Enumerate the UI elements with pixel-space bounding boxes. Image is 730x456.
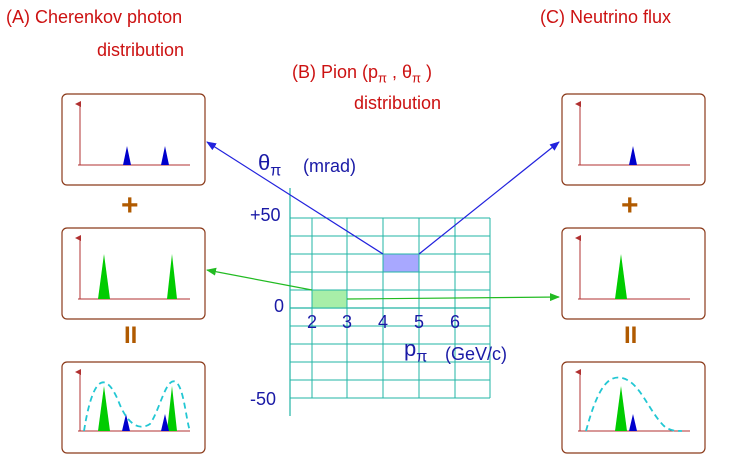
- panel-c2: [561, 227, 706, 320]
- title-b-line2: distribution: [354, 93, 442, 113]
- p-axis-label: pπ: [404, 336, 428, 366]
- equals-operator-right: II: [624, 322, 638, 349]
- equals-operator-left: II: [124, 322, 138, 349]
- x-tick-2: 2: [307, 312, 318, 332]
- p-axis-unit: (GeV/c): [445, 344, 508, 364]
- title-b-line1: (B) Pion (pπ , θπ ): [292, 62, 433, 86]
- peak-green: [615, 386, 627, 431]
- peak-green: [615, 254, 627, 299]
- pion-cell-green: [311, 289, 348, 309]
- x-tick-5: 5: [414, 312, 425, 332]
- x-tick-6: 6: [450, 312, 461, 332]
- panel-c3: [561, 361, 706, 454]
- title-b-sub-pi-2: π: [412, 70, 422, 86]
- theta-axis-label: θπ: [258, 150, 282, 180]
- title-a-line2: distribution: [97, 40, 185, 60]
- title-c: (C) Neutrino flux: [540, 7, 672, 27]
- peak-blue: [629, 414, 637, 431]
- peak-green: [98, 254, 110, 299]
- arrow-blue-left: [206, 141, 384, 255]
- peak-green: [167, 386, 177, 431]
- title-b-close: ): [426, 62, 433, 82]
- title-b-sub-pi: π: [378, 70, 388, 86]
- plus-operator-left: +: [121, 189, 139, 222]
- x-tick-4: 4: [378, 312, 389, 332]
- peak-blue: [122, 414, 130, 431]
- dashed-envelope: [585, 376, 683, 432]
- y-tick-zero: 0: [274, 296, 285, 316]
- panel-c1: [561, 93, 706, 186]
- x-tick-3: 3: [342, 312, 353, 332]
- arrow-blue-right: [418, 141, 560, 255]
- peak-green: [98, 386, 110, 431]
- peak-green: [167, 254, 177, 299]
- y-tick-plus50: +50: [250, 205, 281, 225]
- panel-a3: [61, 361, 206, 454]
- peak-blue: [629, 146, 637, 165]
- y-tick-minus50: -50: [250, 389, 277, 409]
- panel-a2: [61, 227, 206, 320]
- dashed-envelope: [83, 380, 191, 432]
- peak-blue: [161, 414, 169, 431]
- panel-a1: [61, 93, 206, 186]
- peak-blue: [161, 146, 169, 165]
- title-b-theta: θ: [402, 62, 413, 82]
- arrow-green-left: [206, 267, 313, 291]
- plus-operator-right: +: [621, 189, 639, 222]
- theta-axis-sub-pi: π: [270, 162, 282, 180]
- title-a-line1: (A) Cherenkov photon: [6, 7, 183, 27]
- arrow-green-right: [346, 293, 560, 302]
- pion-cell-blue: [382, 253, 420, 273]
- theta-axis-unit: (mrad): [303, 156, 356, 176]
- peak-blue: [123, 146, 131, 165]
- p-axis-sub-pi: π: [416, 348, 428, 366]
